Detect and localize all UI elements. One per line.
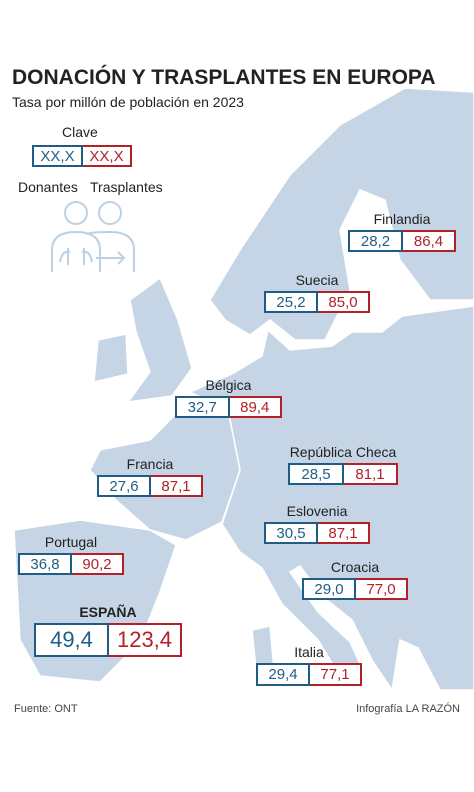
transplants-value: 81,1 [344,463,398,485]
country-box: 36,8 90,2 [18,553,124,575]
country-name: Bélgica [205,377,252,393]
donors-value: 29,0 [302,578,356,600]
country-box: 49,4 123,4 [34,623,182,657]
legend-donors-sample: XX,X [32,145,83,167]
donors-value: 28,5 [288,463,344,485]
country-name: Finlandia [373,211,431,227]
donors-value: 49,4 [34,623,109,657]
title: DONACIÓN Y TRASPLANTES EN EUROPA [12,66,436,89]
source: Fuente: ONT [14,703,78,715]
credit: Infografía LA RAZÓN [356,703,460,715]
country-name: ESPAÑA [79,604,137,620]
legend-box: XX,X XX,X [32,145,132,167]
country-name: Eslovenia [286,503,348,519]
transplants-value: 77,0 [356,578,408,600]
legend-icon [51,201,135,272]
country-box: 27,6 87,1 [97,475,203,497]
transplants-value: 87,1 [318,522,370,544]
country-box: 28,5 81,1 [288,463,398,485]
country-box: 29,0 77,0 [302,578,408,600]
legend-donors-label: Donantes [18,179,78,195]
donors-value: 27,6 [97,475,151,497]
country-box: 30,5 87,1 [264,522,370,544]
country-name: Suecia [295,272,339,288]
donors-value: 29,4 [256,663,310,686]
country-box: 28,2 86,4 [348,230,456,252]
donors-value: 32,7 [175,396,230,418]
country-name: Italia [294,644,324,660]
legend-transplants-sample: XX,X [83,145,132,167]
donors-value: 28,2 [348,230,403,252]
country-box: 25,2 85,0 [264,291,370,313]
country-name: Croacia [330,559,380,575]
legend-label: Clave [62,124,98,140]
transplants-value: 90,2 [72,553,124,575]
transplants-value: 86,4 [403,230,456,252]
country-name: Portugal [44,534,98,550]
transplants-value: 89,4 [229,396,282,418]
country-box: 29,4 77,1 [256,663,362,686]
transplants-value: 87,1 [151,475,203,497]
transplants-value: 85,0 [318,291,370,313]
country-box: 32,7 89,4 [175,396,282,418]
donors-value: 25,2 [264,291,318,313]
transplants-value: 123,4 [109,623,182,657]
subtitle: Tasa por millón de población en 2023 [12,94,244,110]
legend-transplants-label: Trasplantes [90,179,163,195]
country-name: República Checa [289,444,397,460]
donors-value: 36,8 [18,553,72,575]
transplants-value: 77,1 [310,663,362,686]
donors-value: 30,5 [264,522,318,544]
country-name: Francia [126,456,174,472]
